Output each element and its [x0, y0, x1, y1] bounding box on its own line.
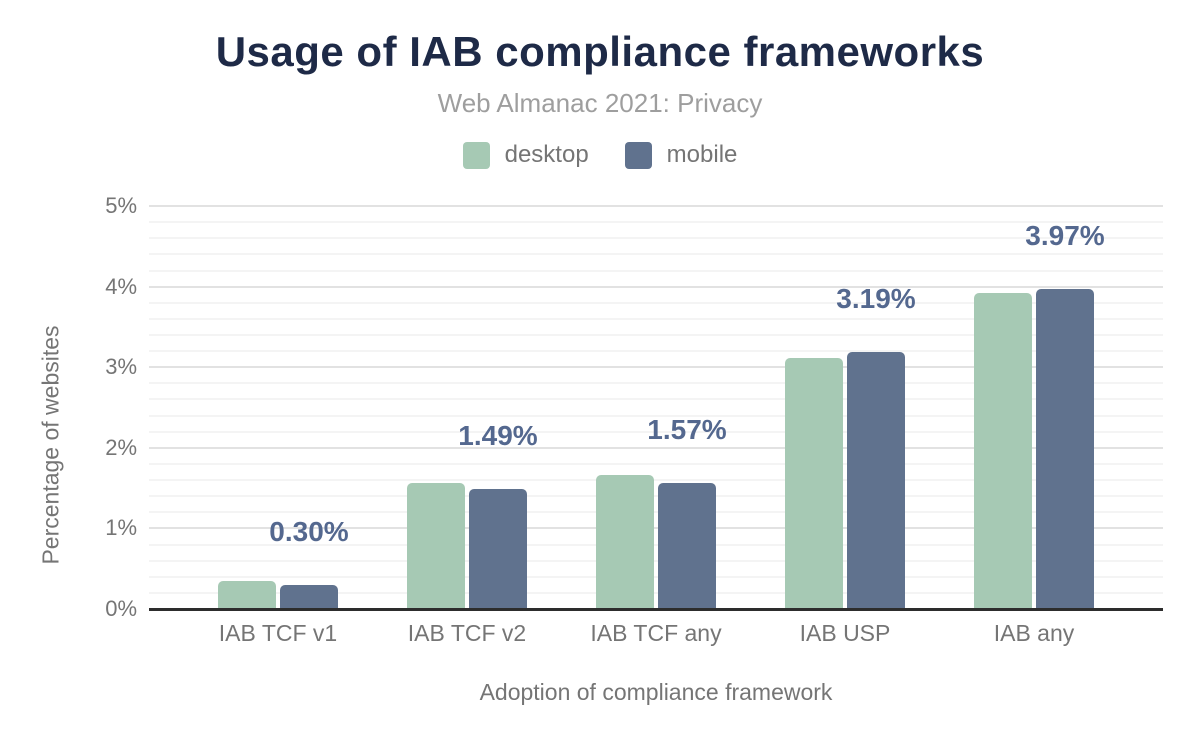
bar-value-label: 3.19% — [836, 282, 916, 314]
gridline-minor — [149, 334, 1163, 336]
y-tick-label: 5% — [105, 193, 137, 218]
bar-mobile-iab-any[interactable] — [1036, 289, 1094, 609]
gridline-major — [149, 366, 1163, 369]
gridline-minor — [149, 350, 1163, 353]
gridline-minor — [149, 237, 1163, 240]
gridline-minor — [149, 495, 1163, 498]
gridline-minor — [149, 462, 1163, 465]
bar-desktop-iab-usp[interactable] — [785, 357, 843, 609]
x-category-label: IAB TCF v1 — [218, 620, 338, 646]
gridline-minor — [149, 575, 1163, 578]
bar-value-label: 1.49% — [458, 419, 538, 451]
gridline-major — [149, 446, 1163, 449]
bar-desktop-iab-any[interactable] — [974, 293, 1032, 609]
legend-item-mobile: mobile — [624, 141, 738, 169]
bar-desktop-iab-tcf-any[interactable] — [596, 475, 654, 609]
gridline-major — [149, 285, 1163, 288]
bar-mobile-iab-tcf-v2[interactable] — [469, 488, 527, 609]
bar-value-label: 3.97% — [1025, 220, 1105, 251]
desktop-swatch-icon — [462, 141, 490, 169]
gridline-minor — [149, 269, 1163, 272]
mobile-swatch-icon — [624, 141, 652, 169]
plot-area: 0.30% 1.49% 1.57% 3.19% 3.97% — [149, 205, 1163, 611]
gridline-minor — [149, 479, 1163, 481]
y-tick-label: 3% — [105, 354, 137, 380]
gridline-major — [149, 205, 1163, 207]
bar-desktop-iab-tcf-v2[interactable] — [407, 483, 465, 609]
bar-mobile-iab-usp[interactable] — [847, 351, 905, 609]
gridline-minor — [149, 543, 1163, 546]
legend-item-desktop: desktop — [462, 141, 589, 169]
y-tick-label: 4% — [105, 273, 137, 299]
x-axis-title: Adoption of compliance framework — [479, 679, 833, 705]
y-tick-label: 0% — [105, 596, 137, 621]
y-tick-label: 1% — [105, 515, 137, 541]
y-tick-label: 2% — [105, 434, 137, 460]
legend-label-desktop: desktop — [504, 141, 589, 168]
chart-title: Usage of IAB compliance frameworks — [215, 28, 985, 75]
bar-mobile-iab-tcf-v1[interactable] — [280, 584, 338, 609]
gridline-minor — [149, 430, 1163, 433]
legend: desktop mobile — [0, 141, 1200, 169]
bar-mobile-iab-tcf-any[interactable] — [658, 482, 716, 609]
gridline-minor — [149, 591, 1163, 594]
bar-desktop-iab-tcf-v1[interactable] — [218, 580, 276, 609]
legend-label-mobile: mobile — [666, 141, 738, 168]
gridline-minor — [149, 317, 1163, 320]
x-axis-line — [149, 608, 1163, 611]
bar-value-label: 1.57% — [647, 413, 727, 445]
gridline-major — [149, 527, 1163, 530]
gridline-minor — [149, 253, 1163, 256]
gridline-minor — [149, 559, 1163, 562]
chart-subtitle: Web Almanac 2021: Privacy — [437, 88, 763, 118]
x-category-label: IAB TCF any — [590, 620, 722, 646]
gridline-minor — [149, 221, 1163, 224]
bar-value-label: 0.30% — [269, 515, 349, 547]
gridline-minor — [149, 398, 1163, 401]
x-category-label: IAB TCF v2 — [407, 620, 527, 646]
gridline-minor — [149, 511, 1163, 514]
gridline-minor — [149, 414, 1163, 417]
gridline-minor — [149, 382, 1163, 385]
x-category-label: IAB USP — [799, 620, 891, 646]
gridline-minor — [149, 301, 1163, 304]
x-category-label: IAB any — [993, 620, 1075, 646]
